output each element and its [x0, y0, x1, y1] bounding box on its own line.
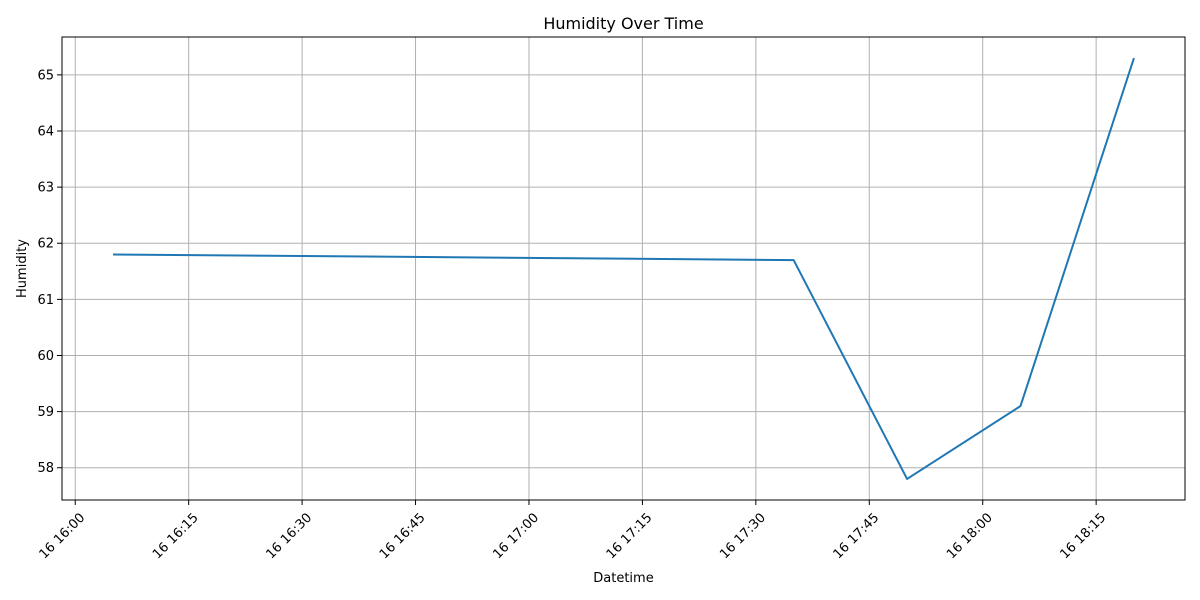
x-tick-label: 16 16:15	[150, 510, 202, 562]
series-layer	[113, 57, 1135, 480]
y-tick-label: 65	[37, 68, 54, 83]
x-tick-label: 16 17:45	[831, 510, 883, 562]
x-tick-label: 16 17:00	[490, 510, 542, 562]
y-tick-label: 58	[37, 461, 54, 476]
chart-title: Humidity Over Time	[543, 14, 703, 33]
series-line	[113, 57, 1135, 480]
x-tick-label: 16 17:15	[604, 510, 656, 562]
x-tick-label: 16 16:00	[37, 510, 89, 562]
grid	[62, 37, 1185, 500]
x-tick-label: 16 16:30	[263, 510, 315, 562]
y-tick-label: 63	[37, 181, 54, 196]
plot-frame	[61, 36, 1186, 501]
y-tick-label: 64	[37, 125, 54, 140]
x-tick-label: 16 17:30	[717, 510, 769, 562]
y-tick-label: 61	[37, 293, 54, 308]
y-tick-label: 60	[37, 349, 54, 364]
x-tick-label: 16 18:15	[1057, 510, 1109, 562]
y-tick-label: 59	[37, 405, 54, 420]
x-tick-label: 16 16:45	[377, 510, 429, 562]
x-tick-label: 16 18:00	[944, 510, 996, 562]
axis-ticks: 58 59 60 61 62 63 64 65 16 16:00 16 16:15 16 16:30…	[37, 68, 1110, 562]
y-axis-label: Humidity	[15, 239, 30, 298]
x-axis-label: Datetime	[593, 571, 653, 586]
y-tick-label: 62	[37, 237, 54, 252]
